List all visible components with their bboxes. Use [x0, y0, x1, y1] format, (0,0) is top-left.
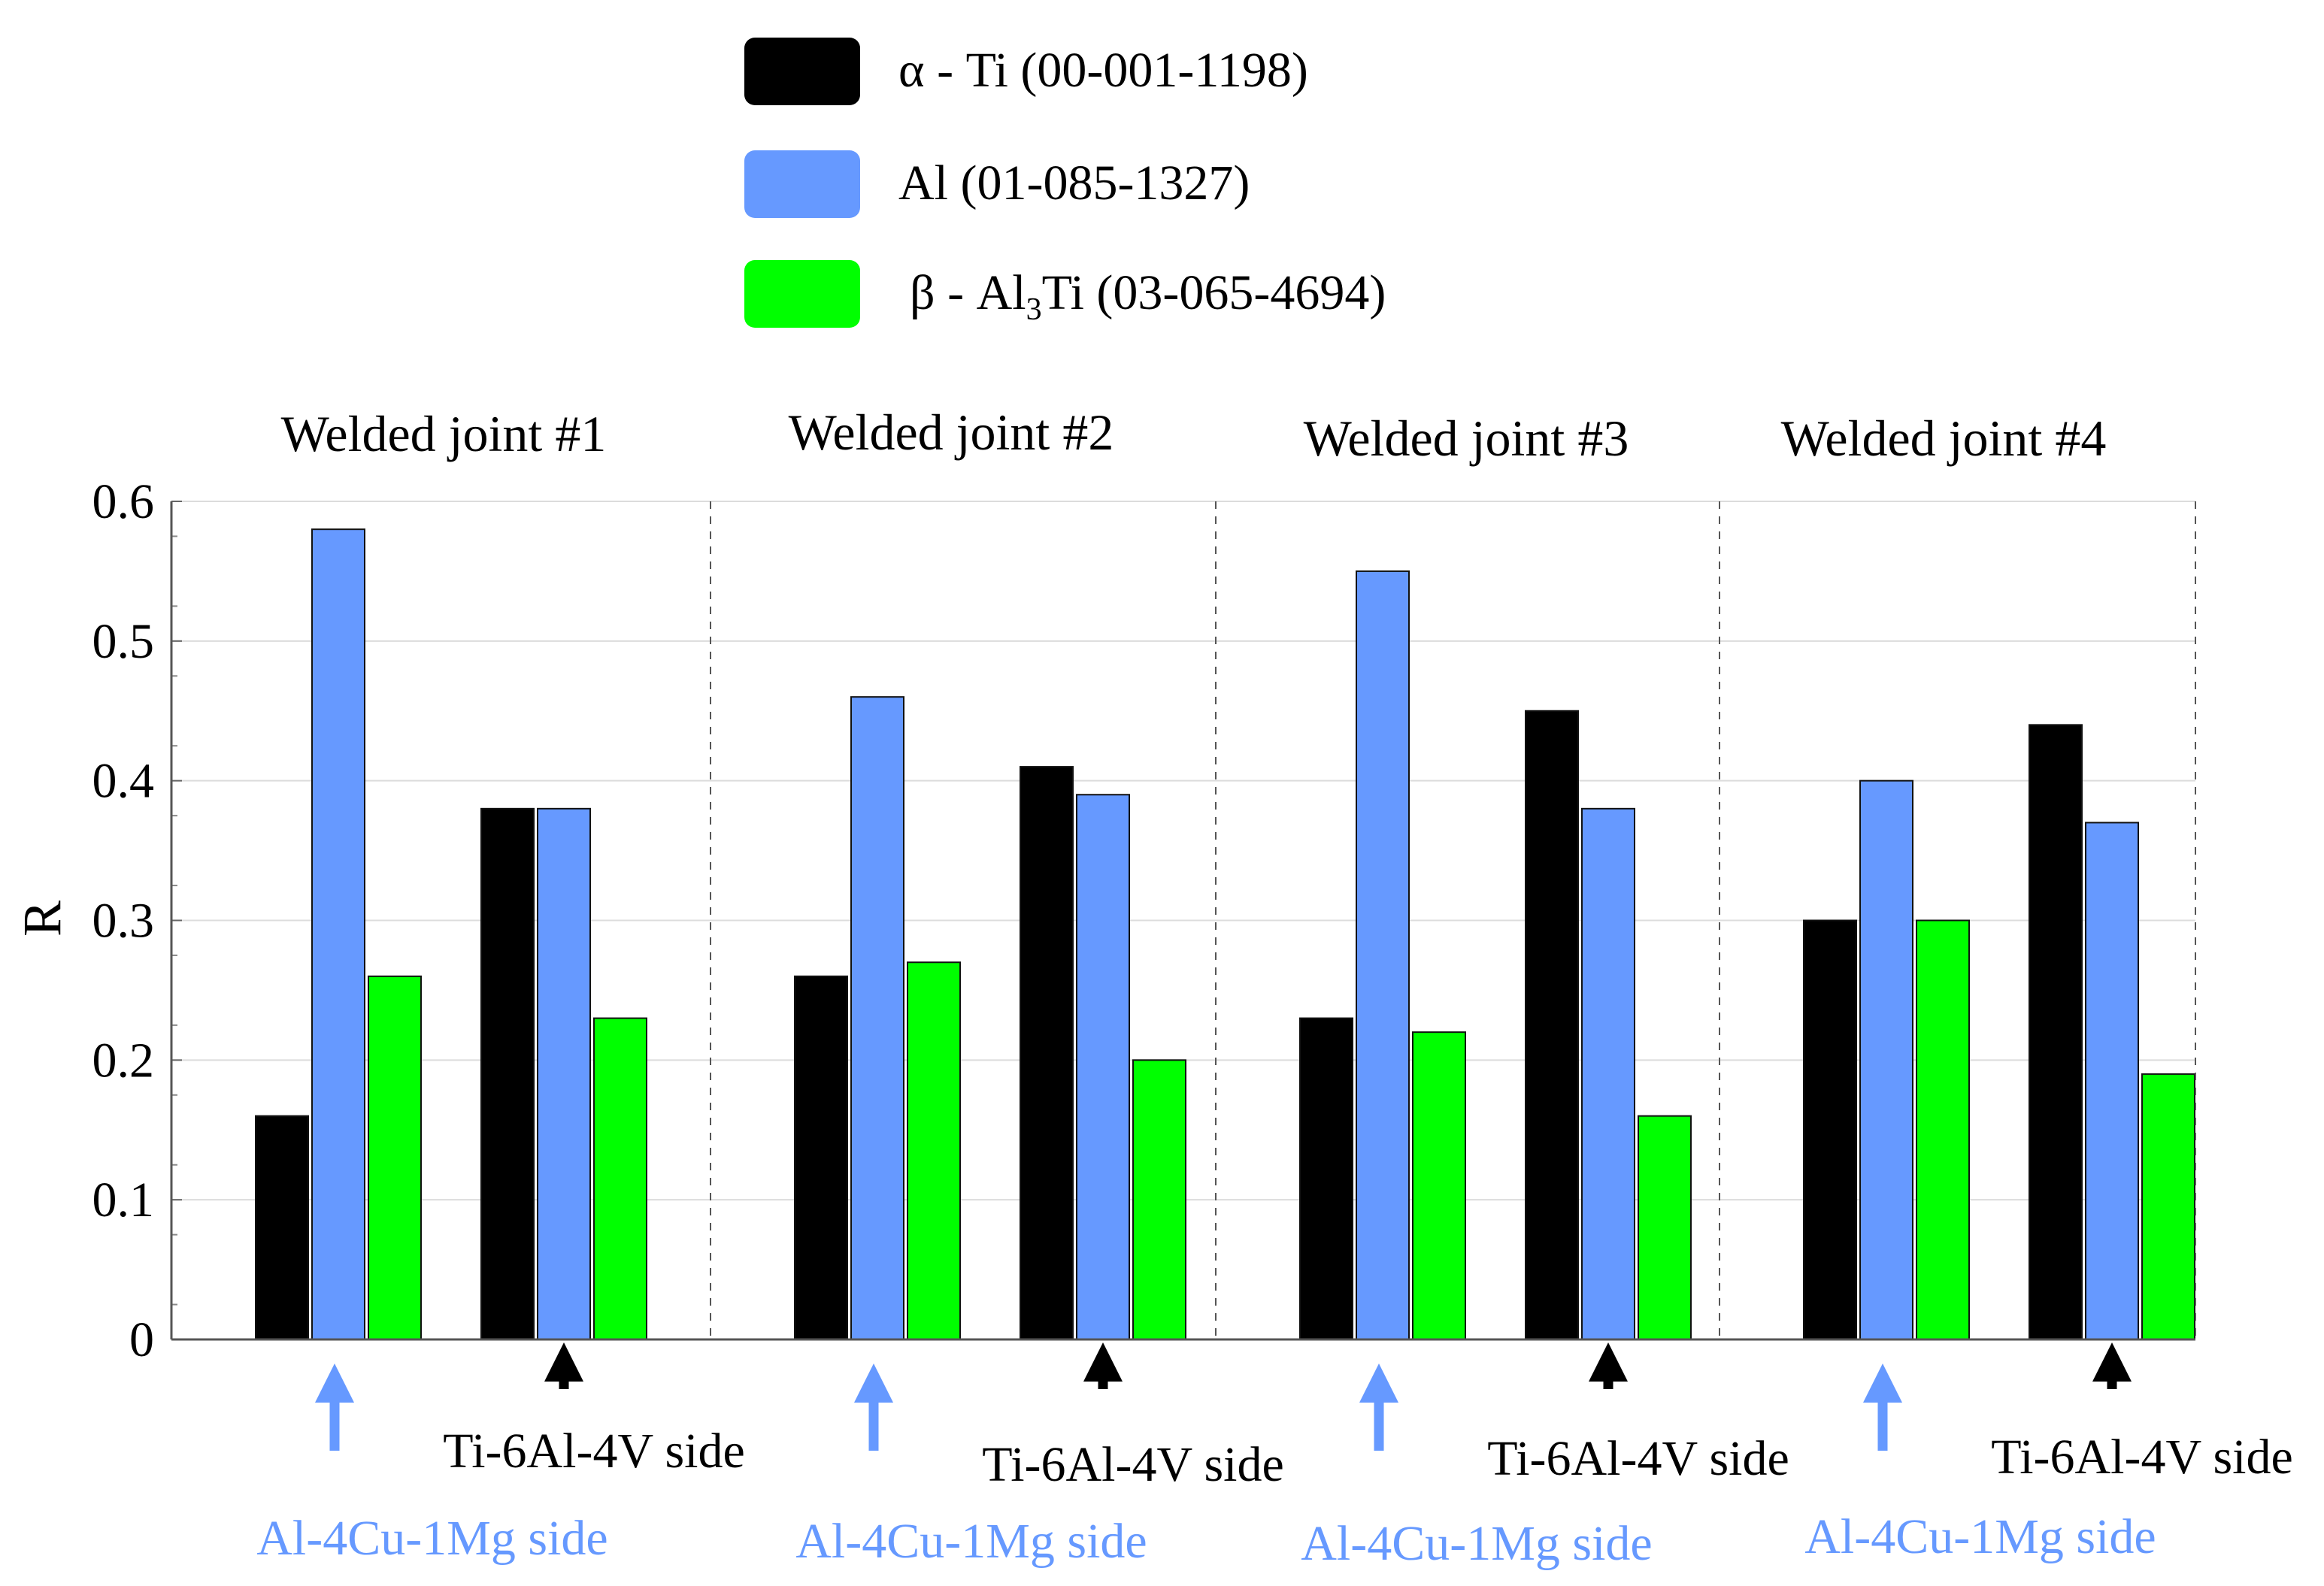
bar	[1412, 1031, 1466, 1340]
side-label: Al-4Cu-1Mg side	[256, 1511, 608, 1566]
y-tick-label: 0.3	[92, 894, 155, 949]
side-label: Ti-6Al-4V side	[1991, 1430, 2293, 1485]
y-tick-label: 0.1	[92, 1173, 155, 1227]
bar	[1525, 710, 1579, 1340]
bar	[1803, 919, 1857, 1340]
bar	[1581, 807, 1635, 1341]
legend-label-tail: Ti (03-065-4694)	[1041, 265, 1386, 320]
bar	[593, 1017, 647, 1341]
legend-label: Al (01-085-1327)	[898, 156, 1250, 210]
legend-label: - Al	[935, 265, 1026, 320]
side-label: Ti-6Al-4V side	[982, 1437, 1284, 1492]
joint-title: Welded joint #1	[281, 405, 607, 462]
legend-swatch-al	[744, 150, 860, 218]
bar	[1020, 766, 1074, 1340]
bar	[2029, 724, 2083, 1340]
legend-swatch-beta-al3ti	[744, 260, 860, 328]
y-tick-label: 0.4	[92, 754, 155, 809]
bar	[255, 1115, 309, 1340]
bar	[311, 528, 365, 1341]
bar	[1132, 1059, 1186, 1341]
y-tick-label: 0.5	[92, 614, 155, 669]
joint-title: Welded joint #2	[789, 404, 1114, 461]
legend-greek: α	[898, 43, 925, 98]
bar	[368, 975, 422, 1341]
bar	[850, 696, 904, 1340]
y-tick-label: 0.2	[92, 1033, 155, 1088]
joint-title: Welded joint #4	[1781, 410, 2107, 467]
bar	[1299, 1017, 1353, 1341]
legend-greek: β	[910, 265, 935, 320]
side-label: Al-4Cu-1Mg side	[1804, 1509, 2156, 1564]
bar	[1356, 570, 1410, 1340]
y-axis-label: R	[12, 900, 72, 937]
bar	[2141, 1073, 2195, 1340]
bar	[1859, 779, 1913, 1340]
bar	[907, 961, 961, 1340]
bar	[794, 975, 848, 1341]
legend-swatch-alpha-ti	[744, 38, 860, 105]
bar	[2085, 822, 2139, 1340]
side-label: Ti-6Al-4V side	[1487, 1431, 1789, 1486]
bar	[537, 807, 591, 1341]
legend-subscript: 3	[1026, 292, 1042, 327]
bar	[1638, 1115, 1692, 1340]
side-label: Ti-6Al-4V side	[443, 1424, 745, 1479]
bar	[1076, 794, 1130, 1340]
joint-title: Welded joint #3	[1304, 410, 1629, 467]
legend-label: - Ti (00-001-1198)	[924, 43, 1308, 98]
y-tick-label: 0.6	[92, 474, 155, 529]
bar	[480, 807, 535, 1341]
side-label: Al-4Cu-1Mg side	[795, 1514, 1147, 1569]
bar	[1916, 919, 1970, 1340]
side-label: Al-4Cu-1Mg side	[1301, 1516, 1652, 1571]
y-tick-label: 0	[129, 1312, 154, 1367]
